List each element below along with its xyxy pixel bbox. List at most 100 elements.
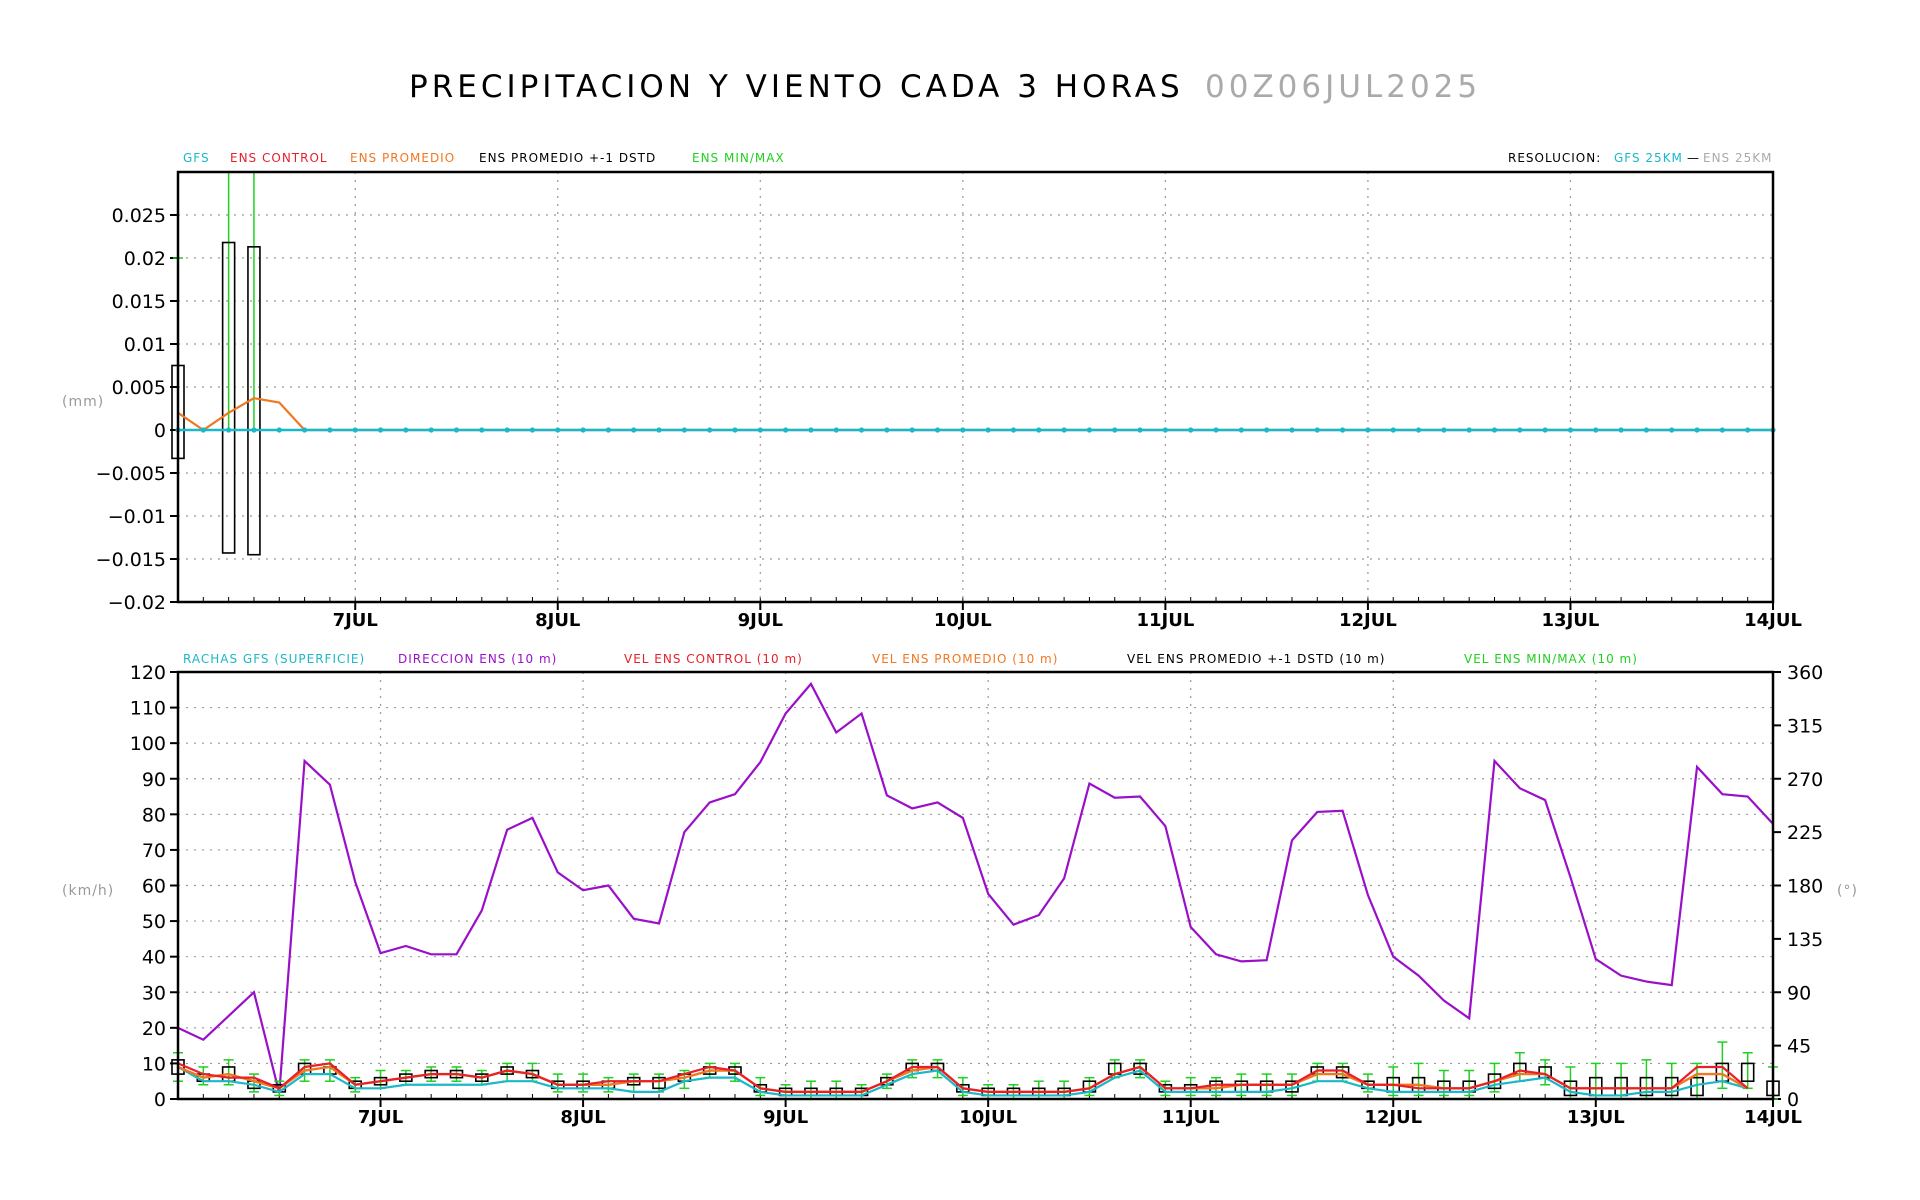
direction-ytick-label: 90 [1787,982,1811,1004]
wind-ytick-label: 40 [142,947,166,969]
direction-ytick-label: 180 [1787,876,1823,898]
precip-gfs-point [1010,427,1017,433]
precip-gfs-point [1188,427,1194,433]
precip-gfs-point [1238,427,1244,433]
precip-gfs-point [1213,427,1219,433]
precip-plot-frame [176,170,1775,604]
precip-xtick-label: 9JUL [738,610,783,631]
precip-gfs-point [377,427,384,433]
precip-xtick-label: 14JUL [1744,610,1802,631]
wind-std-box [1740,1062,1755,1083]
precip-gfs-point [1491,427,1498,433]
precip-gfs-point [428,427,434,433]
direction-unit-label: (°) [1837,883,1858,899]
legend-res-gfs: GFS 25KM [1614,151,1683,165]
precip-gfs-point [1264,427,1270,433]
wind-ytick-label: 60 [142,876,166,898]
precip-gfs-point [251,427,257,433]
wind-ytick-label: 30 [142,982,166,1004]
precip-std-box [221,241,236,554]
precip-ytick-label: 0.005 [112,377,166,399]
precip-ytick-label: 0.015 [112,291,166,313]
run-label: 00Z06JUL2025 [1205,69,1481,105]
legend-ens-minmax: ENS MIN/MAX [692,151,785,165]
precip-gfs-point [1086,427,1093,433]
wind-ytick-label: 80 [142,804,166,826]
precip-gfs-point [808,427,814,433]
precip-gfs-point [1340,427,1346,433]
precip-gfs-point [529,427,536,433]
precip-gfs-point [1314,427,1320,433]
precip-xtick-label: 11JUL [1136,610,1194,631]
precip-gfs-point [1719,427,1725,433]
precip-xtick-label: 12JUL [1339,610,1397,631]
wind-legend: RACHAS GFS (SUPERFICIE) DIRECCION ENS (1… [183,652,1638,666]
wind-ytick-label: 50 [142,911,166,933]
vel-ens-control-line [177,1062,1749,1093]
precip-gfs-point [327,427,333,433]
precip-gfs-point [301,427,308,433]
wind-xtick-label: 12JUL [1364,1107,1422,1128]
precip-gfs-point [833,427,839,433]
wind-xtick-label: 13JUL [1567,1107,1625,1128]
wind-xtick-label: 8JUL [560,1107,605,1128]
wind-plot-frame [176,670,1775,1101]
precip-gfs-point [707,427,713,433]
precip-gfs-point [1137,427,1143,433]
precip-gfs-point [884,427,890,433]
wind-xtick-label: 7JUL [358,1107,403,1128]
legend-vel-std: VEL ENS PROMEDIO +-1 DSTD (10 m) [1127,652,1386,666]
precip-gfs-point [757,427,763,433]
precip-gfs-point [783,427,789,433]
legend-res-ens: ENS 25KM [1703,151,1772,165]
wind-ytick-label: 110 [130,698,166,720]
precip-gfs-point [605,427,611,433]
precip-ens-promedio-line [177,397,1773,432]
precip-ytick-label: −0.015 [96,549,166,571]
wind-ytick-label: 70 [142,840,166,862]
legend-gfs: GFS [183,151,210,165]
precip-xtick-label: 7JUL [333,610,378,631]
legend-resolucion: RESOLUCION: [1508,151,1601,165]
precip-gfs-point [960,427,966,433]
precip-gfs-point [1112,427,1118,433]
precip-gfs-point [276,427,282,433]
precip-gfs-point [1365,427,1371,433]
precip-gfs-point [934,427,941,433]
precip-gfs-point [858,427,865,433]
legend-vel-control: VEL ENS CONTROL (10 m) [624,652,803,666]
direction-ytick-label: 315 [1787,715,1823,737]
precip-ytick-label: 0.01 [124,334,166,356]
precip-gfs-point [1694,427,1700,433]
precip-gfs-point [1593,427,1599,433]
rachas-gfs-line [177,1066,1748,1097]
wind-panel: 0 10 20 30 40 50 60 70 80 90 100 110 120 0 45 90 135 180 2… [130,662,1824,1128]
precip-gfs-point [1390,427,1396,433]
wind-ytick-label: 120 [130,662,166,684]
direction-ytick-label: 270 [1787,769,1823,791]
precip-gfs-point [1618,427,1624,433]
wind-ytick-label: 0 [154,1089,166,1111]
direccion-line [177,681,1774,1094]
wind-ytick-label: 20 [142,1018,166,1040]
legend-rachas: RACHAS GFS (SUPERFICIE) [183,652,365,666]
direction-ytick-label: 0 [1787,1089,1799,1111]
precip-xtick-label: 8JUL [535,610,580,631]
precip-gfs-point [985,427,991,433]
precip-gfs-point [681,427,687,433]
wind-std-box [652,1076,666,1090]
wind-xtick-label: 10JUL [959,1107,1017,1128]
precip-gfs-point [352,427,358,433]
legend-vel-minmax: VEL ENS MIN/MAX (10 m) [1464,652,1638,666]
wind-xtick-label: 14JUL [1744,1107,1802,1128]
legend-ens-promedio: ENS PROMEDIO [350,151,455,165]
legend-ens-std: ENS PROMEDIO +-1 DSTD [479,151,656,165]
precip-gfs-point [631,427,637,433]
precip-gfs-point [1415,427,1422,433]
precip-gfs-point [1061,427,1067,433]
precip-gfs-point [403,427,409,433]
precip-xtick-label: 10JUL [934,610,992,631]
legend-ens-control: ENS CONTROL [230,151,328,165]
direction-ytick-label: 45 [1787,1036,1811,1058]
